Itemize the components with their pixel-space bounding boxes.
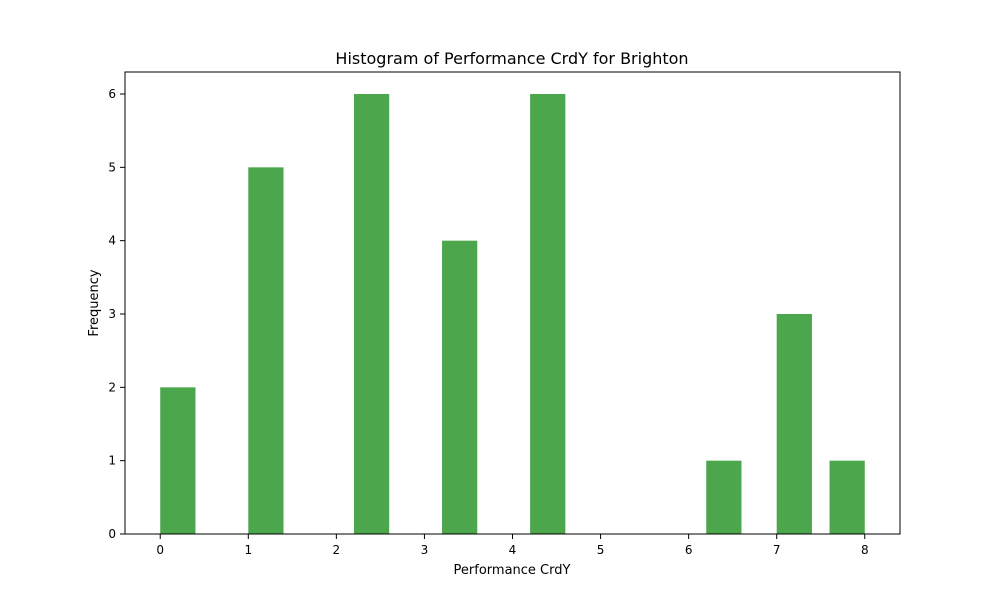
x-tick-label-1: 1 <box>244 543 252 557</box>
histogram-bar-4 <box>530 94 566 534</box>
histogram-bar-2 <box>353 94 390 534</box>
y-tick-label-3: 3 <box>108 307 116 321</box>
x-tick-label-0: 0 <box>156 543 164 557</box>
x-tick-label-7: 7 <box>773 543 781 557</box>
y-axis-label: Frequency <box>87 269 102 336</box>
histogram-bar-1 <box>248 167 284 535</box>
histogram-bar-5 <box>706 460 742 534</box>
x-tick-label-8: 8 <box>861 543 869 557</box>
x-tick-label-3: 3 <box>421 543 429 557</box>
y-tick-label-4: 4 <box>108 234 116 248</box>
y-tick-label-6: 6 <box>108 87 116 101</box>
chart-title: Histogram of Performance CrdY for Bright… <box>335 49 688 68</box>
y-tick-label-2: 2 <box>108 380 116 394</box>
histogram-bar-6 <box>776 314 812 534</box>
y-axis: 0 1 2 3 4 5 6 <box>108 87 125 541</box>
x-tick-label-2: 2 <box>333 543 341 557</box>
histogram-bar-0 <box>160 387 196 534</box>
y-tick-label-0: 0 <box>108 527 116 541</box>
x-tick-label-5: 5 <box>597 543 605 557</box>
histogram-bar-7 <box>829 460 865 534</box>
x-axis-label: Performance CrdY <box>454 563 571 578</box>
y-tick-label-5: 5 <box>108 160 116 174</box>
x-axis: 0 1 2 3 4 5 6 7 8 <box>156 534 869 557</box>
histogram-bar-3 <box>442 240 478 534</box>
bars-layer <box>160 94 865 535</box>
x-tick-label-4: 4 <box>509 543 517 557</box>
x-tick-label-6: 6 <box>685 543 693 557</box>
y-tick-label-1: 1 <box>108 454 116 468</box>
